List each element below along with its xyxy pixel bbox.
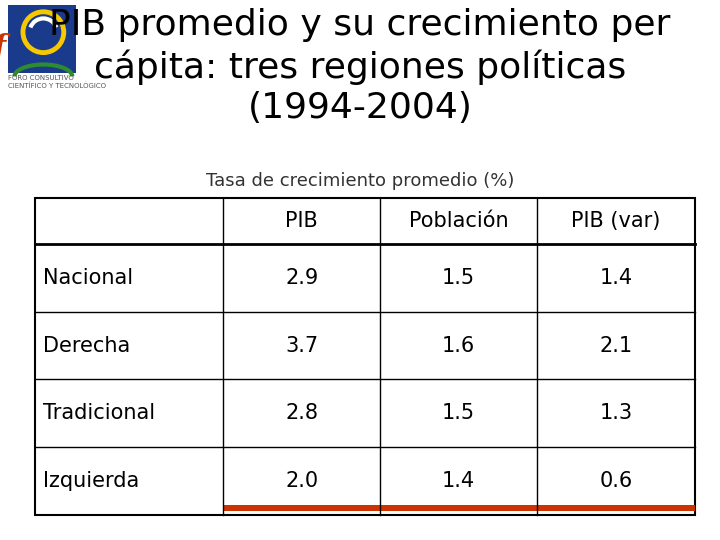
Text: PIB (var): PIB (var) bbox=[572, 211, 661, 231]
Text: Tasa de crecimiento promedio (%): Tasa de crecimiento promedio (%) bbox=[206, 172, 514, 190]
Text: 2.9: 2.9 bbox=[285, 268, 318, 288]
Text: 1.5: 1.5 bbox=[442, 268, 475, 288]
Text: 1.4: 1.4 bbox=[442, 471, 475, 491]
Text: Izquierda: Izquierda bbox=[43, 471, 139, 491]
Text: 1.3: 1.3 bbox=[600, 403, 633, 423]
Text: 2.0: 2.0 bbox=[285, 471, 318, 491]
Text: 1.6: 1.6 bbox=[442, 335, 475, 356]
Text: 2.1: 2.1 bbox=[600, 335, 633, 356]
Bar bbox=[8, 5, 76, 73]
Text: Población: Población bbox=[409, 211, 508, 231]
Text: f: f bbox=[0, 32, 6, 63]
Text: FORO CONSULTIVO
CIENTÍFICO Y TECNOLÓGICO: FORO CONSULTIVO CIENTÍFICO Y TECNOLÓGICO bbox=[8, 75, 106, 89]
Text: Derecha: Derecha bbox=[43, 335, 130, 356]
Text: PIB promedio y su crecimiento per
cápita: tres regiones políticas
(1994-2004): PIB promedio y su crecimiento per cápita… bbox=[49, 8, 671, 125]
Text: 2.8: 2.8 bbox=[285, 403, 318, 423]
Text: 3.7: 3.7 bbox=[285, 335, 318, 356]
Text: Nacional: Nacional bbox=[43, 268, 133, 288]
Text: 1.5: 1.5 bbox=[442, 403, 475, 423]
Text: 1.4: 1.4 bbox=[600, 268, 633, 288]
Text: PIB: PIB bbox=[285, 211, 318, 231]
Text: Tradicional: Tradicional bbox=[43, 403, 155, 423]
Bar bbox=[223, 505, 695, 511]
Text: 0.6: 0.6 bbox=[600, 471, 633, 491]
Bar bbox=[35, 198, 695, 515]
